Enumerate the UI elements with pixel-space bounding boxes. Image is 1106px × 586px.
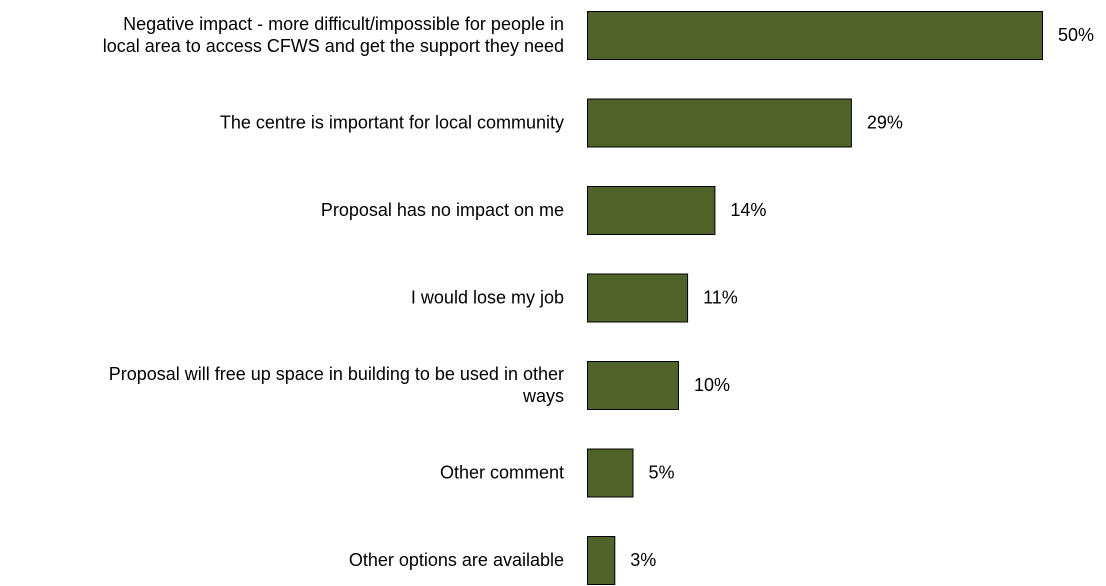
category-label-0-line-1: local area to access CFWS and get the su… xyxy=(103,36,564,56)
bar-3 xyxy=(587,273,689,323)
value-label-2: 14% xyxy=(730,200,766,220)
bar-5 xyxy=(587,448,634,498)
bar-4 xyxy=(587,361,679,410)
bar-2 xyxy=(587,186,716,235)
value-label-0: 50% xyxy=(1058,25,1094,45)
bars-layer xyxy=(587,11,1043,585)
category-label-2: Proposal has no impact on me xyxy=(321,200,564,220)
category-label-1-line-0: The centre is important for local commun… xyxy=(220,113,564,133)
category-label-3-line-0: I would lose my job xyxy=(411,288,564,308)
value-label-4: 10% xyxy=(694,375,730,395)
category-label-4-line-1: ways xyxy=(522,386,564,406)
category-label-6-line-0: Other options are available xyxy=(349,550,564,570)
category-label-4: Proposal will free up space in building … xyxy=(109,364,564,406)
category-label-3: I would lose my job xyxy=(411,288,564,308)
value-label-1: 29% xyxy=(867,113,903,133)
category-label-4-line-0: Proposal will free up space in building … xyxy=(109,364,564,384)
category-label-0: Negative impact - more difficult/impossi… xyxy=(103,14,564,56)
bar-0 xyxy=(587,11,1043,60)
value-label-3: 11% xyxy=(703,288,738,308)
bar-1 xyxy=(587,98,852,148)
category-label-2-line-0: Proposal has no impact on me xyxy=(321,200,564,220)
category-labels: Negative impact - more difficult/impossi… xyxy=(103,14,564,570)
value-label-5: 5% xyxy=(649,463,675,483)
category-label-0-line-0: Negative impact - more difficult/impossi… xyxy=(123,14,564,34)
value-labels: 50% 29% 14% 11% 10% 5% 3% xyxy=(630,25,1094,570)
category-label-5-line-0: Other comment xyxy=(440,463,564,483)
bar-6 xyxy=(587,536,616,585)
category-label-6: Other options are available xyxy=(349,550,564,570)
value-label-6: 3% xyxy=(630,550,656,570)
category-label-5: Other comment xyxy=(440,463,564,483)
category-label-1: The centre is important for local commun… xyxy=(220,113,564,133)
